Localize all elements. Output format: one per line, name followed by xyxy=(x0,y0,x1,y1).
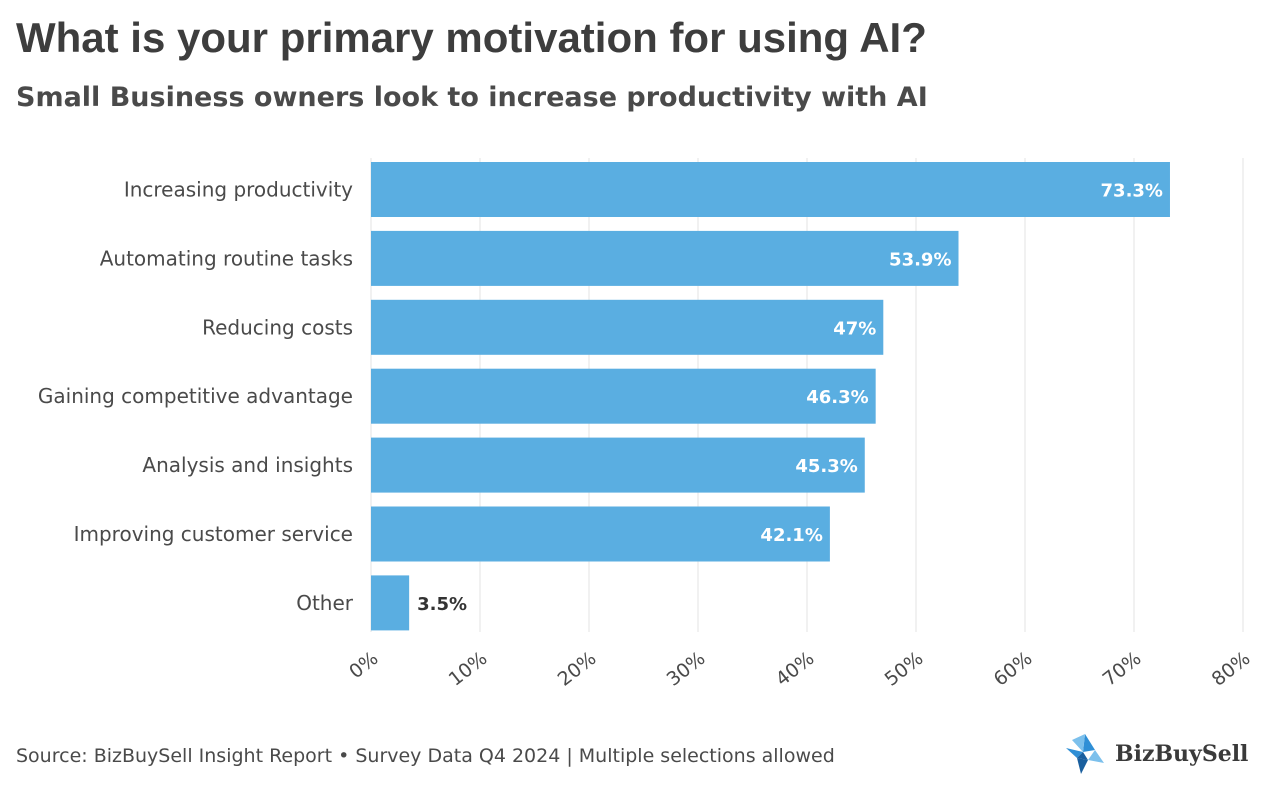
category-label: Other xyxy=(296,591,354,615)
data-label: 73.3% xyxy=(1101,181,1163,202)
source-note: Source: BizBuySell Insight Report • Surv… xyxy=(16,745,835,767)
x-tick-label: 60% xyxy=(990,647,1037,690)
x-tick-label: 0% xyxy=(345,647,382,683)
bizbuysell-logo: BizBuySell xyxy=(1063,732,1248,776)
bar xyxy=(371,162,1170,217)
category-label: Improving customer service xyxy=(74,522,353,546)
x-tick-label: 40% xyxy=(772,647,819,690)
x-tick-label: 30% xyxy=(663,647,710,690)
data-label: 3.5% xyxy=(417,594,467,615)
bar xyxy=(371,299,884,355)
x-tick-label: 80% xyxy=(1208,647,1255,690)
x-tick-label: 50% xyxy=(881,647,928,690)
bar-chart: 0% 10% 20% 30% 40% 50% 60% 70% 80% Increasing pro… xyxy=(38,158,1255,691)
bar xyxy=(371,230,959,286)
chart-subtitle: Small Business owners look to increase p… xyxy=(16,82,928,113)
bar xyxy=(371,506,830,562)
x-tick-label: 70% xyxy=(1099,647,1146,690)
category-label: Automating routine tasks xyxy=(100,246,353,270)
data-label: 45.3% xyxy=(795,456,857,477)
category-label: Increasing productivity xyxy=(124,178,353,202)
category-label: Analysis and insights xyxy=(142,453,353,477)
x-tick-label: 20% xyxy=(554,647,601,690)
category-label: Reducing costs xyxy=(202,315,353,339)
data-label: 42.1% xyxy=(760,525,822,546)
data-label: 47% xyxy=(833,318,876,339)
data-label: 53.9% xyxy=(889,249,951,270)
bar xyxy=(371,368,876,424)
bar xyxy=(371,575,410,631)
bizbuysell-logo-icon xyxy=(1066,734,1104,774)
chart-title: What is your primary motivation for usin… xyxy=(16,14,927,61)
category-label: Gaining competitive advantage xyxy=(38,384,353,408)
x-tick-label: 10% xyxy=(445,647,492,690)
bar xyxy=(371,437,865,493)
logo-text: BizBuySell xyxy=(1115,741,1249,767)
data-label: 46.3% xyxy=(806,387,868,408)
